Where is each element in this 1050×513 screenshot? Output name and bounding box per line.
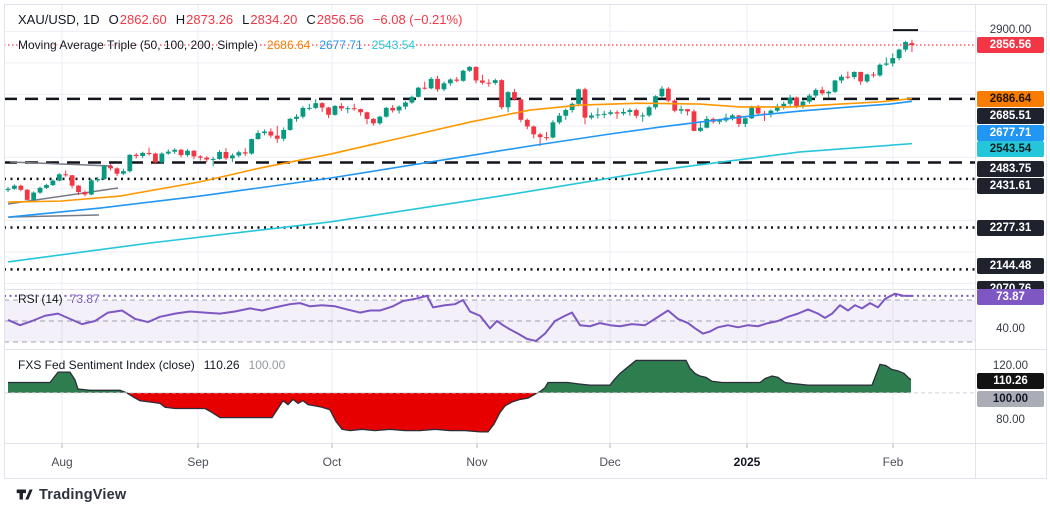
time-axis-label: Sep <box>187 455 209 469</box>
axis-label: 2900.00 <box>989 24 1032 36</box>
ma200-line <box>7 142 913 263</box>
clipped-price-axis-badge: 2070.76 <box>977 281 1044 289</box>
change-value: −6.08 (−0.21%) <box>372 12 463 27</box>
ma200-value: 2543.54 <box>371 38 416 52</box>
tradingview-logo-icon <box>16 489 33 500</box>
rsi-title[interactable]: RSI (14) <box>18 292 63 306</box>
pane-separators <box>4 4 1046 479</box>
symbol-legend[interactable]: XAU/USD, 1D O2862.60 H2873.26 L2834.20 C… <box>18 12 462 27</box>
rsi-line <box>7 292 913 342</box>
tradingview-logo[interactable]: TradingView <box>16 486 126 503</box>
price-axis-badge: 2070.76 <box>977 281 1044 289</box>
sentiment-value: 110.26 <box>203 358 240 372</box>
price-axis-badge: 2856.56 <box>977 37 1044 53</box>
candlestick-series <box>5 39 915 201</box>
sentiment-area <box>8 359 912 433</box>
price-axis-badge: 2431.61 <box>977 178 1044 194</box>
time-axis-label: Feb <box>882 455 904 469</box>
price-axis-badge: 2686.64 <box>977 91 1044 107</box>
rsi-indicator-legend[interactable]: RSI (14) 73.87 <box>18 292 100 306</box>
ma50-value: 2686.64 <box>266 38 311 52</box>
time-axis-label: Nov <box>466 455 488 469</box>
price-gridlines <box>4 30 975 284</box>
sentiment-title[interactable]: FXS Fed Sentiment Index (close) <box>18 358 195 372</box>
rsi-value: 73.87 <box>69 292 100 306</box>
ma100-value: 2677.71 <box>319 38 363 52</box>
sentiment-indicator-legend[interactable]: FXS Fed Sentiment Index (close) 110.26 1… <box>18 358 285 372</box>
time-axis-label: Oct <box>322 455 342 469</box>
price-axis-badge: 2144.48 <box>977 258 1044 274</box>
time-axis-ticks <box>61 443 894 448</box>
ohlc-close: C2856.56 <box>306 12 364 27</box>
ma-indicator-legend[interactable]: Moving Average Triple (50, 100, 200, Sim… <box>18 38 415 52</box>
time-axis-label: 2025 <box>733 455 761 469</box>
time-axis-label: Aug <box>51 455 73 469</box>
price-axis-badge: 100.00 <box>977 391 1044 407</box>
axis-label: 80.00 <box>996 414 1025 426</box>
ohlc-open: O2862.60 <box>108 12 167 27</box>
price-axis-badge: 2277.31 <box>977 219 1044 236</box>
time-axis-label: Dec <box>599 455 621 469</box>
axis-label: 120.00 <box>992 360 1029 372</box>
sentiment-baseline-value: 100.00 <box>248 358 286 372</box>
rsi-band <box>4 299 975 343</box>
widget-border <box>4 4 1047 479</box>
ma100-line <box>7 100 913 218</box>
price-axis-badge: 2483.75 <box>977 161 1044 177</box>
price-axis-badge: 73.87 <box>977 289 1044 305</box>
symbol-title[interactable]: XAU/USD, 1D <box>18 12 100 27</box>
price-axis-badge: 2685.51 <box>977 107 1044 124</box>
tradingview-logo-text: TradingView <box>39 486 127 503</box>
ma-indicator-title[interactable]: Moving Average Triple (50, 100, 200, Sim… <box>18 38 258 52</box>
ohlc-low: L2834.20 <box>242 12 298 27</box>
price-axis-badge: 110.26 <box>977 373 1044 389</box>
trendlines <box>7 29 918 218</box>
price-axis-badge: 2677.71 <box>977 124 1044 141</box>
axis-label: 40.00 <box>996 323 1025 335</box>
support-resistance-level-lines <box>4 97 975 271</box>
ohlc-high: H2873.26 <box>175 12 234 27</box>
ma50-line <box>7 97 913 203</box>
price-axis-badge: 2543.54 <box>977 141 1044 157</box>
